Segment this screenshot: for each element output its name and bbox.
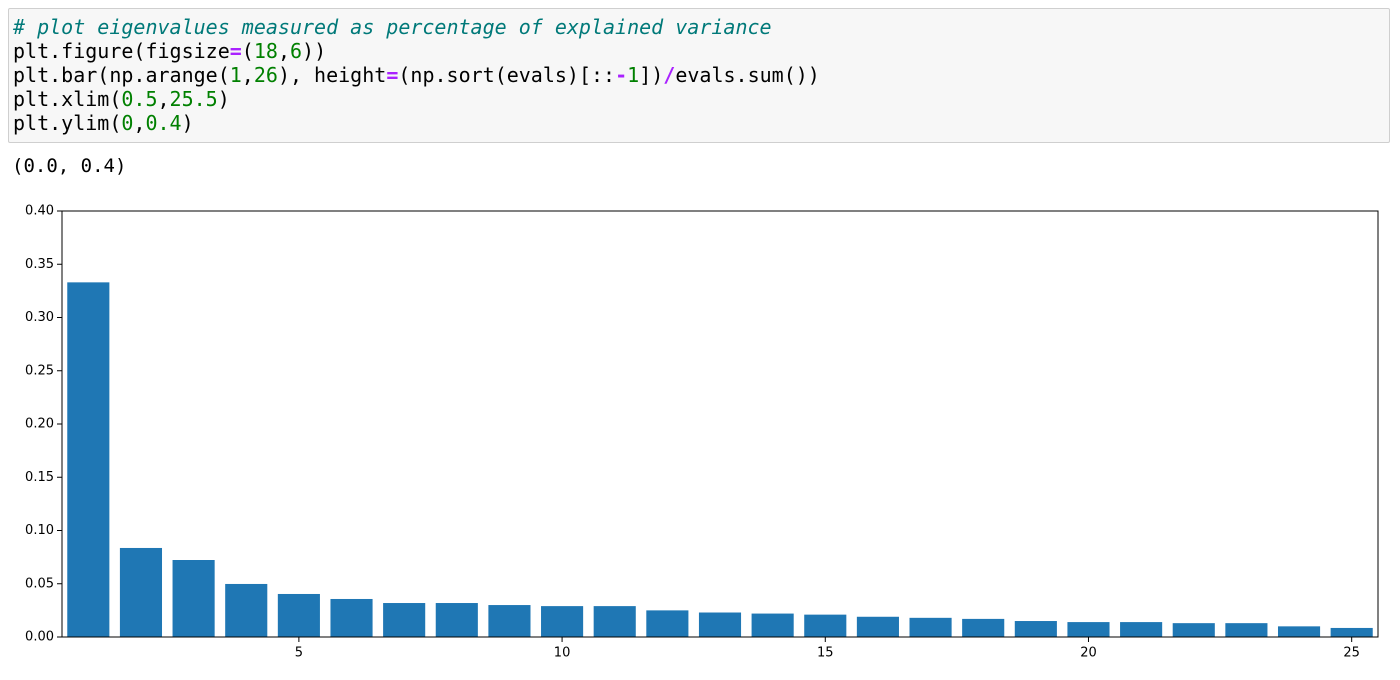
code-token: ,: [157, 87, 170, 111]
y-tick-label: 0.35: [25, 257, 54, 272]
x-tick-label: 5: [295, 646, 303, 661]
code-token: plt.ylim(: [13, 111, 122, 135]
y-tick-label: 0.15: [25, 470, 54, 485]
bar: [119, 547, 163, 637]
code-token: 0: [121, 111, 134, 135]
code-line: plt.figure(figsize=(18,6)): [13, 39, 1389, 63]
bar: [1172, 623, 1215, 637]
y-tick-label: 0.40: [25, 204, 54, 219]
code-token: evals.sum()): [675, 63, 820, 87]
bar: [383, 603, 426, 637]
bar: [698, 612, 742, 637]
bar: [593, 606, 636, 637]
bar: [804, 614, 847, 637]
code-token: ,: [241, 63, 254, 87]
code-token: # plot eigenvalues measured as percentag…: [13, 15, 772, 39]
code-line: # plot eigenvalues measured as percentag…: [13, 15, 1389, 39]
bar: [488, 605, 531, 637]
code-line: plt.bar(np.arange(1,26), height=(np.sort…: [13, 63, 1389, 87]
bar: [435, 603, 478, 637]
plot-frame: [61, 210, 1379, 638]
bar: [172, 560, 215, 637]
code-token: 26: [253, 63, 278, 87]
code-token: ,: [133, 111, 146, 135]
code-line: plt.xlim(0.5,25.5): [13, 87, 1389, 111]
bar: [67, 282, 110, 637]
code-token: -: [615, 63, 628, 87]
code-token: 0.5: [121, 87, 158, 111]
y-tick-label: 0.30: [25, 310, 54, 325]
bar: [646, 610, 689, 637]
y-tick-label: 0.00: [25, 630, 54, 645]
x-tick-label: 15: [817, 646, 834, 661]
bar: [1277, 626, 1321, 637]
code-line: plt.ylim(0,0.4): [13, 111, 1389, 135]
code-token: ): [181, 111, 194, 135]
y-tick-label: 0.25: [25, 363, 54, 378]
bar: [225, 583, 268, 637]
bar: [1225, 623, 1268, 637]
code-cell[interactable]: # plot eigenvalues measured as percentag…: [8, 8, 1390, 143]
code-token: )): [302, 39, 327, 63]
x-tick-label: 10: [554, 646, 571, 661]
code-token: 6: [289, 39, 303, 63]
bar: [541, 606, 584, 637]
code-token: plt.figure(figsize: [13, 39, 230, 63]
bar: [909, 617, 952, 637]
x-tick-label: 25: [1343, 646, 1360, 661]
x-tick-label: 20: [1080, 646, 1097, 661]
code-token: plt.xlim(: [13, 87, 122, 111]
bar: [330, 598, 373, 637]
code-token: 0.4: [145, 111, 182, 135]
code-token: ,: [277, 39, 290, 63]
bar: [962, 618, 1005, 637]
bar: [1014, 621, 1057, 637]
bar: [856, 616, 899, 637]
code-token: ): [217, 87, 230, 111]
code-token: 25.5: [169, 87, 218, 111]
code-token: 18: [253, 39, 278, 63]
code-token: ]): [639, 63, 664, 87]
y-tick-label: 0.10: [25, 523, 54, 538]
code-token: 1: [229, 63, 242, 87]
bar: [277, 593, 320, 637]
code-token: (: [241, 39, 254, 63]
code-token: (np.sort(evals)[::: [398, 63, 616, 87]
bar: [1120, 622, 1163, 637]
code-token: =: [386, 63, 399, 87]
code-token: =: [229, 39, 242, 63]
bar: [751, 613, 794, 637]
cell-output: (0.0, 0.4): [12, 155, 127, 177]
code-token: /: [663, 63, 676, 87]
code-token: 1: [627, 63, 640, 87]
code-token: ), height: [277, 63, 387, 87]
bar: [1330, 627, 1373, 637]
y-tick-label: 0.20: [25, 417, 54, 432]
bar: [1067, 622, 1110, 637]
code-token: plt.bar(np.arange(: [13, 63, 230, 87]
y-tick-label: 0.05: [25, 576, 54, 591]
